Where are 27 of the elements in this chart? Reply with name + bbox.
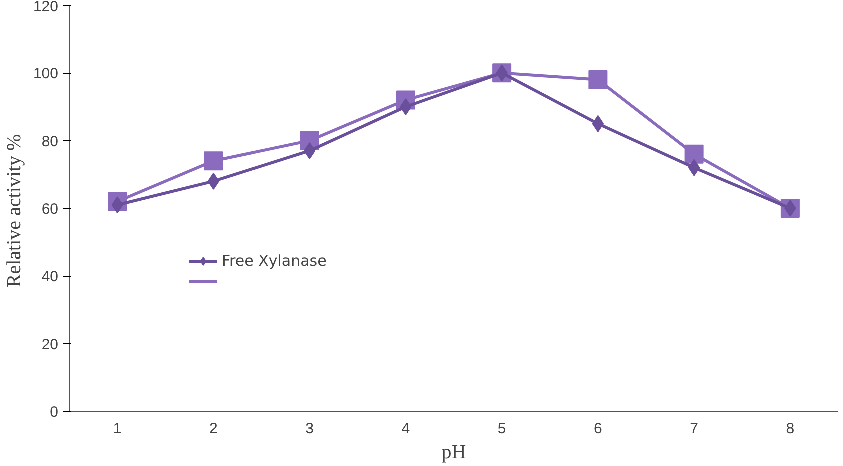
y-tick-label: 120 — [33, 0, 59, 16]
x-tick-label: 2 — [210, 420, 218, 438]
x-tick-label: 1 — [113, 420, 122, 438]
x-tick-label: 4 — [402, 420, 410, 438]
x-tick-label: 7 — [690, 420, 698, 438]
x-tick-label: 8 — [786, 420, 795, 438]
y-tick-label: 100 — [33, 66, 59, 83]
y-axis-title: Relative activity % — [3, 134, 26, 288]
point — [592, 115, 604, 132]
y-tick-label: 40 — [42, 268, 59, 286]
y-tick-label: 80 — [42, 133, 59, 150]
point — [208, 172, 220, 190]
point — [684, 144, 704, 164]
legend-label: Free Xylanase — [222, 252, 327, 270]
point — [784, 200, 796, 217]
point — [588, 70, 608, 90]
point — [304, 142, 316, 160]
y-tick-label: 0 — [50, 404, 58, 421]
x-tick-label: 3 — [306, 420, 314, 438]
x-tick-label: 6 — [594, 420, 602, 438]
x-axis-title: pH — [442, 442, 466, 464]
point — [400, 98, 412, 116]
point — [688, 159, 700, 176]
y-tick-label: 20 — [42, 336, 59, 354]
point — [204, 152, 224, 171]
y-tick-label: 60 — [42, 201, 59, 218]
x-tick-label: 5 — [498, 420, 506, 438]
